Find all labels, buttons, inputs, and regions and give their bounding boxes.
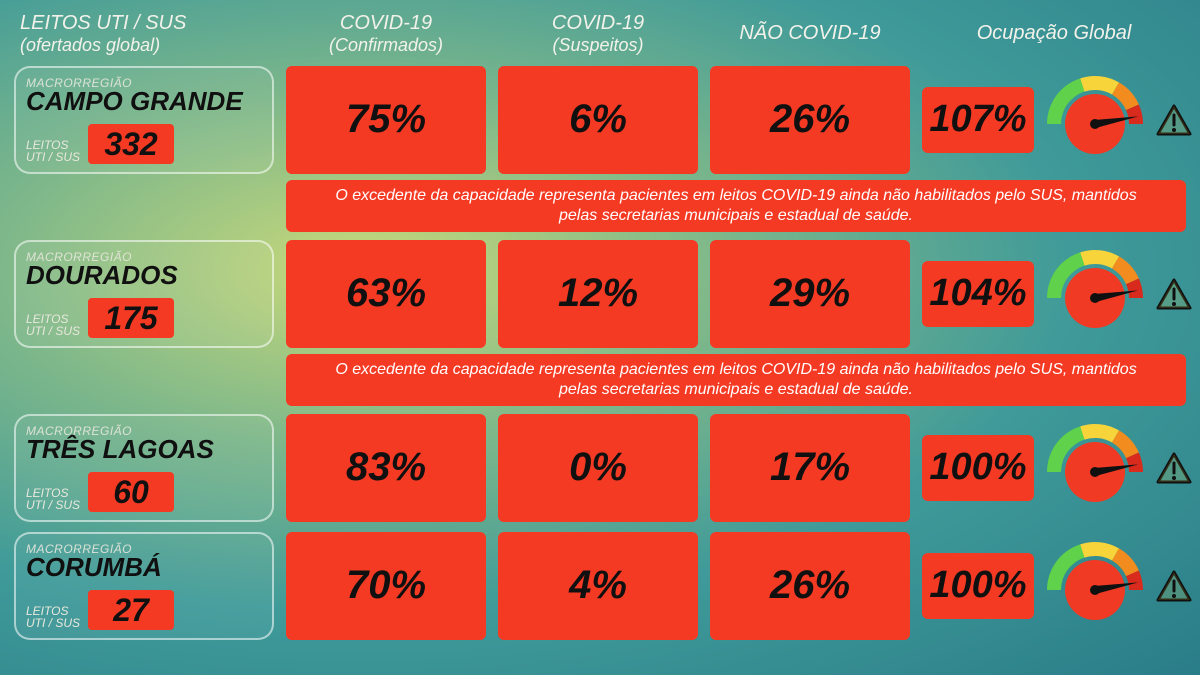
- global-pct: 104%: [922, 261, 1034, 327]
- global-col: 104%: [922, 240, 1192, 348]
- header-leitos: LEITOS UTI / SUS (ofertados global): [14, 12, 274, 56]
- header-nao-covid: NÃO COVID-19: [710, 12, 910, 56]
- beds-label: LEITOSUTI / SUS: [26, 605, 80, 630]
- warning-icon: [1156, 104, 1192, 136]
- header-suspeitos: COVID-19 (Suspeitos): [498, 12, 698, 56]
- region-row: MACRORREGIÃO CORUMBÁ LEITOSUTI / SUS 27 …: [14, 532, 1186, 640]
- region-name: TRÊS LAGOAS: [26, 436, 262, 462]
- region-card: MACRORREGIÃO CORUMBÁ LEITOSUTI / SUS 27: [14, 532, 274, 640]
- suspected-pct: 12%: [498, 240, 698, 348]
- region-card: MACRORREGIÃO CAMPO GRANDE LEITOSUTI / SU…: [14, 66, 274, 174]
- warning-icon: [1156, 278, 1192, 310]
- header-confirmados-line1: COVID-19: [340, 12, 432, 35]
- region-name: CAMPO GRANDE: [26, 88, 262, 114]
- suspected-pct: 6%: [498, 66, 698, 174]
- global-pct: 100%: [922, 435, 1034, 501]
- beds-count: 175: [88, 298, 174, 338]
- note-row: O excedente da capacidade representa pac…: [14, 358, 1186, 414]
- gauge-icon: [1040, 240, 1150, 348]
- confirmed-pct: 75%: [286, 66, 486, 174]
- suspected-pct: 0%: [498, 414, 698, 522]
- capacity-note: O excedente da capacidade representa pac…: [286, 354, 1186, 406]
- header-ocupacao-global: Ocupação Global: [922, 12, 1186, 56]
- header-leitos-line2: (ofertados global): [20, 35, 160, 56]
- beds-label: LEITOSUTI / SUS: [26, 313, 80, 338]
- noncovid-pct: 29%: [710, 240, 910, 348]
- gauge-icon: [1040, 532, 1150, 640]
- gauge-icon: [1040, 414, 1150, 522]
- header-leitos-line1: LEITOS UTI / SUS: [20, 12, 186, 35]
- region-row: MACRORREGIÃO TRÊS LAGOAS LEITOSUTI / SUS…: [14, 414, 1186, 522]
- suspected-pct: 4%: [498, 532, 698, 640]
- column-headers: LEITOS UTI / SUS (ofertados global) COVI…: [14, 12, 1186, 56]
- macro-label: MACRORREGIÃO: [26, 542, 262, 556]
- note-row: O excedente da capacidade representa pac…: [14, 184, 1186, 240]
- beds-label: LEITOSUTI / SUS: [26, 487, 80, 512]
- region-card: MACRORREGIÃO DOURADOS LEITOSUTI / SUS 17…: [14, 240, 274, 348]
- noncovid-pct: 26%: [710, 66, 910, 174]
- warning-icon: [1156, 452, 1192, 484]
- rows-container: MACRORREGIÃO CAMPO GRANDE LEITOSUTI / SU…: [14, 66, 1186, 640]
- global-col: 100%: [922, 414, 1192, 522]
- capacity-note: O excedente da capacidade representa pac…: [286, 180, 1186, 232]
- global-col: 107%: [922, 66, 1192, 174]
- global-pct: 100%: [922, 553, 1034, 619]
- beds-count: 27: [88, 590, 174, 630]
- global-col: 100%: [922, 532, 1192, 640]
- global-pct: 107%: [922, 87, 1034, 153]
- beds-label: LEITOSUTI / SUS: [26, 139, 80, 164]
- region-name: DOURADOS: [26, 262, 262, 288]
- beds-count: 60: [88, 472, 174, 512]
- beds-count: 332: [88, 124, 174, 164]
- header-suspeitos-line2: (Suspeitos): [552, 35, 643, 56]
- macro-label: MACRORREGIÃO: [26, 424, 262, 438]
- header-suspeitos-line1: COVID-19: [552, 12, 644, 35]
- warning-icon: [1156, 570, 1192, 602]
- region-row: MACRORREGIÃO DOURADOS LEITOSUTI / SUS 17…: [14, 240, 1186, 348]
- header-nao-covid-text: NÃO COVID-19: [739, 22, 880, 45]
- confirmed-pct: 83%: [286, 414, 486, 522]
- macro-label: MACRORREGIÃO: [26, 76, 262, 90]
- noncovid-pct: 26%: [710, 532, 910, 640]
- macro-label: MACRORREGIÃO: [26, 250, 262, 264]
- confirmed-pct: 70%: [286, 532, 486, 640]
- header-confirmados-line2: (Confirmados): [329, 35, 443, 56]
- confirmed-pct: 63%: [286, 240, 486, 348]
- header-confirmados: COVID-19 (Confirmados): [286, 12, 486, 56]
- header-ocupacao-global-text: Ocupação Global: [977, 22, 1132, 45]
- gauge-icon: [1040, 66, 1150, 174]
- noncovid-pct: 17%: [710, 414, 910, 522]
- region-row: MACRORREGIÃO CAMPO GRANDE LEITOSUTI / SU…: [14, 66, 1186, 174]
- region-name: CORUMBÁ: [26, 554, 262, 580]
- region-card: MACRORREGIÃO TRÊS LAGOAS LEITOSUTI / SUS…: [14, 414, 274, 522]
